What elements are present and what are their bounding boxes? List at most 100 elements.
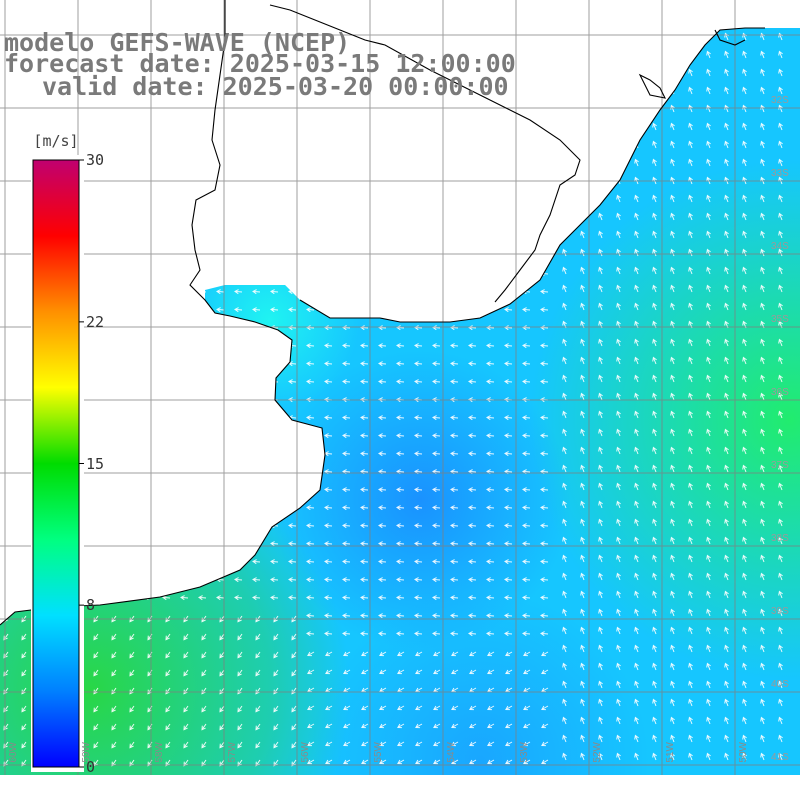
wind-arrow bbox=[291, 669, 297, 677]
wind-arrow bbox=[652, 518, 657, 527]
wind-arrow bbox=[760, 50, 765, 59]
wind-arrow bbox=[616, 32, 621, 41]
wind-arrow bbox=[378, 505, 387, 511]
wind-arrow bbox=[486, 271, 495, 277]
wind-arrow bbox=[432, 127, 441, 133]
wind-arrow bbox=[778, 50, 783, 59]
wind-arrow bbox=[724, 392, 729, 401]
wind-arrow bbox=[504, 559, 513, 565]
wind-arrow bbox=[468, 415, 477, 421]
wind-arrow bbox=[616, 248, 621, 257]
wind-arrow bbox=[688, 392, 693, 401]
wind-arrow bbox=[450, 631, 459, 637]
wind-arrow bbox=[18, 451, 27, 457]
wind-arrow bbox=[108, 163, 117, 169]
wind-arrow bbox=[307, 723, 315, 729]
wind-arrow bbox=[252, 217, 261, 223]
wind-arrow bbox=[343, 651, 351, 657]
wind-arrow bbox=[634, 680, 639, 689]
wind-arrow bbox=[616, 302, 621, 311]
wind-arrow bbox=[562, 608, 567, 617]
wind-arrow bbox=[670, 302, 675, 311]
wind-arrow bbox=[252, 523, 261, 529]
wind-arrow bbox=[616, 752, 621, 761]
wind-arrow bbox=[111, 705, 117, 713]
wind-arrow bbox=[378, 145, 387, 151]
wind-arrow bbox=[111, 741, 117, 749]
wind-arrow bbox=[504, 595, 513, 601]
wind-arrow bbox=[342, 379, 351, 385]
wind-arrow bbox=[760, 698, 765, 707]
wind-arrow bbox=[216, 505, 225, 511]
wind-arrow bbox=[742, 716, 747, 725]
wind-arrow bbox=[670, 356, 675, 365]
wind-arrow bbox=[742, 626, 747, 635]
longitude-label: 52W bbox=[592, 742, 603, 763]
wind-arrow bbox=[616, 410, 621, 419]
wind-arrow bbox=[396, 289, 405, 295]
wind-arrow bbox=[432, 217, 441, 223]
wind-arrow bbox=[396, 613, 405, 619]
wind-arrow bbox=[324, 181, 333, 187]
wind-arrow bbox=[688, 284, 693, 293]
wind-arrow bbox=[291, 633, 297, 641]
wind-arrow bbox=[598, 752, 603, 761]
wind-arrow bbox=[396, 127, 405, 133]
wind-arrow bbox=[670, 608, 675, 617]
wind-arrow bbox=[324, 595, 333, 601]
wind-arrow bbox=[450, 379, 459, 385]
wind-arrow bbox=[670, 662, 675, 671]
wind-arrow bbox=[252, 325, 261, 331]
wind-arrow bbox=[760, 392, 765, 401]
wind-arrow bbox=[598, 644, 603, 653]
wind-arrow bbox=[504, 631, 513, 637]
wind-arrow bbox=[72, 109, 81, 115]
wind-arrow bbox=[487, 759, 495, 765]
wind-arrow bbox=[562, 356, 567, 365]
wind-arrow bbox=[306, 343, 315, 349]
wind-arrow bbox=[562, 194, 567, 203]
wind-arrow bbox=[634, 392, 639, 401]
wind-arrow bbox=[342, 415, 351, 421]
colorbar-unit-label: [m/s] bbox=[33, 132, 79, 150]
wind-arrow bbox=[540, 37, 549, 43]
wind-arrow bbox=[652, 140, 657, 149]
wind-arrow bbox=[306, 199, 315, 205]
wind-arrow bbox=[778, 338, 783, 347]
latitude-label: 36S bbox=[771, 387, 789, 398]
wind-arrow bbox=[216, 145, 225, 151]
wind-arrow bbox=[760, 356, 765, 365]
wind-arrow bbox=[198, 217, 207, 223]
wind-arrow bbox=[378, 595, 387, 601]
wind-arrow bbox=[724, 410, 729, 419]
latitude-label: 34S bbox=[771, 241, 789, 252]
wind-arrow bbox=[486, 505, 495, 511]
wind-arrow bbox=[108, 217, 117, 223]
wind-arrow bbox=[396, 163, 405, 169]
wind-arrow bbox=[742, 752, 747, 761]
wind-arrow bbox=[288, 127, 297, 133]
wind-arrow bbox=[307, 651, 315, 657]
wind-arrow bbox=[505, 705, 513, 711]
wind-arrow bbox=[396, 37, 405, 43]
wind-arrow bbox=[396, 559, 405, 565]
wind-arrow bbox=[342, 271, 351, 277]
colorbar-tick-label: 22 bbox=[86, 312, 105, 331]
wind-arrow bbox=[540, 235, 549, 241]
wind-arrow bbox=[360, 433, 369, 439]
wind-arrow bbox=[742, 248, 747, 257]
wind-arrow bbox=[652, 716, 657, 725]
wind-arrow bbox=[724, 248, 729, 257]
wind-arrow bbox=[18, 487, 27, 493]
wind-arrow bbox=[162, 181, 171, 187]
wind-arrow bbox=[252, 541, 261, 547]
wind-arrow bbox=[616, 86, 621, 95]
wind-arrow bbox=[540, 595, 549, 601]
wind-arrow bbox=[742, 122, 747, 131]
wind-arrow bbox=[652, 554, 657, 563]
wind-arrow bbox=[486, 451, 495, 457]
wind-arrow bbox=[670, 464, 675, 473]
wind-arrow bbox=[18, 217, 27, 223]
wind-arrow bbox=[706, 500, 711, 509]
wind-arrow bbox=[306, 181, 315, 187]
